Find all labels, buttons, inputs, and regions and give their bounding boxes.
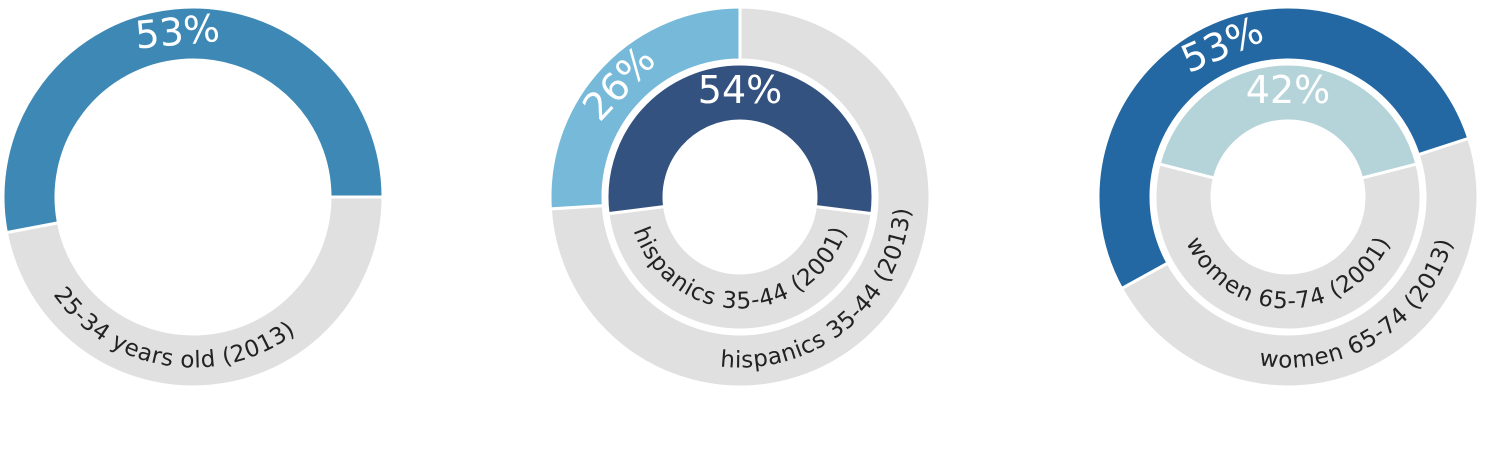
donut-chart: 26%hispanics 35-44 (2013)54%hispanics 35… [548, 5, 932, 389]
ring-remainder [1119, 136, 1480, 389]
ring-segment [1157, 62, 1419, 180]
donut-chart: 53%25-34 years old (2013) [1, 5, 385, 389]
value-label: 53% [133, 6, 221, 58]
ring-remainder [1153, 162, 1423, 332]
ring-segment [1, 5, 385, 235]
donut-chart: 53%women 65-74 (2013)42%women 65-74 (200… [1096, 5, 1480, 389]
ring-remainder [4, 195, 385, 389]
ring-remainder [548, 5, 932, 389]
ring-segment [548, 5, 742, 211]
ring-remainder [606, 204, 874, 332]
ring-segment [1096, 5, 1471, 291]
value-label: 54% [698, 68, 782, 112]
value-label: 42% [1246, 68, 1330, 112]
ring-segment [605, 62, 875, 216]
